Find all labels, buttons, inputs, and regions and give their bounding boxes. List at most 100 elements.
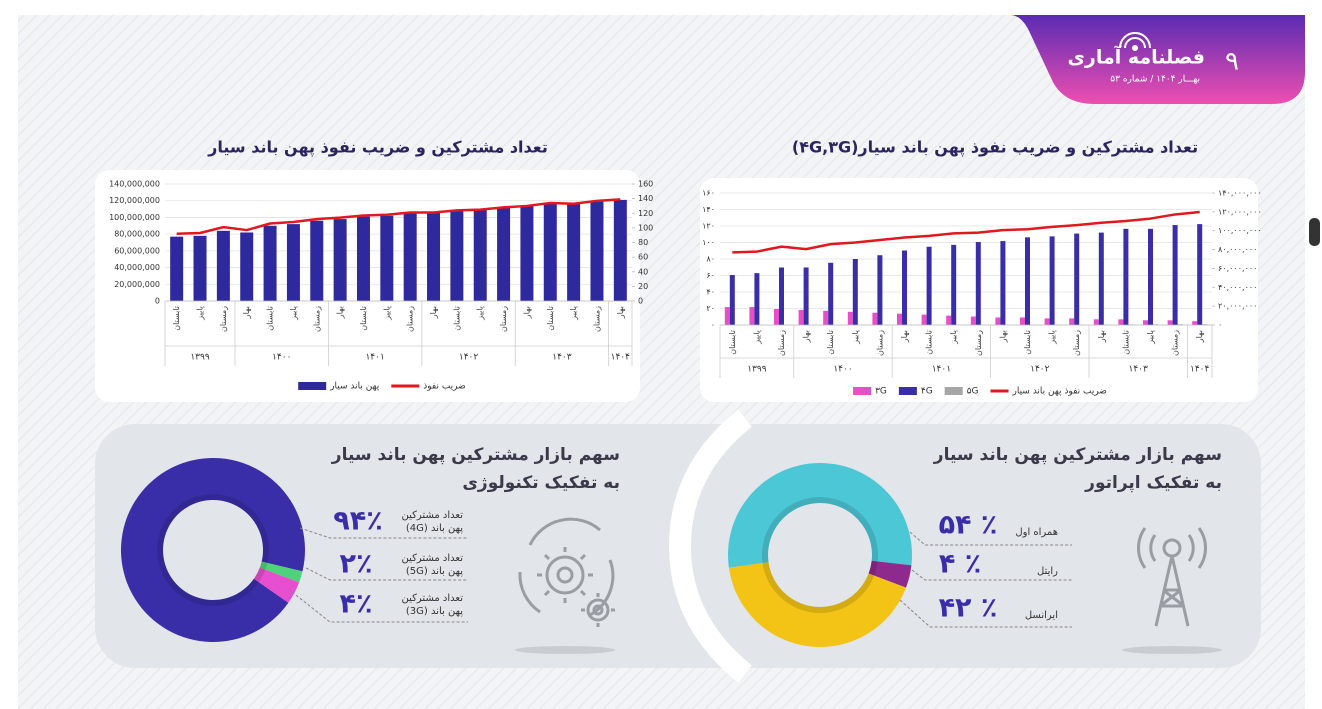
value-label: ۴ ٪ — [939, 549, 981, 580]
bar — [975, 242, 981, 325]
bar — [427, 212, 441, 301]
y-tick-label: 80,000,000 — [114, 230, 160, 239]
bar — [724, 307, 730, 325]
legend-label: ۵G — [967, 387, 979, 397]
x-tick-label: تابستان — [1121, 330, 1130, 355]
x-tick-label: پاییز — [1146, 330, 1155, 345]
x-tick-label: زمستان — [499, 306, 508, 332]
bar — [779, 267, 784, 325]
x-tick-label: پاییز — [196, 306, 205, 321]
y-tick-label: ۰ — [711, 321, 715, 330]
legend-swatch — [391, 384, 420, 388]
legend-label: ۳G — [875, 387, 887, 397]
page-number: ۹ — [1225, 47, 1239, 77]
bar — [240, 232, 254, 301]
leader-line — [911, 569, 1072, 581]
y-tick-label: 0 — [155, 297, 160, 306]
slice — [868, 560, 912, 588]
y-tick-label: 120,000,000 — [109, 196, 160, 205]
bar — [729, 275, 735, 325]
bar — [828, 262, 834, 325]
bar — [823, 310, 829, 325]
bar — [749, 307, 755, 325]
issue-info: بهـــار ۱۴۰۴ / شماره ۵۳ — [1110, 75, 1200, 85]
category-label: تعداد مشترکین — [402, 593, 464, 604]
x-tick-label: پاییز — [851, 330, 860, 345]
value-label: ۴۲ ٪ — [939, 593, 998, 624]
bar — [356, 216, 370, 301]
legend-label: ضریب نفوذ پهن باند سیار — [1012, 387, 1107, 397]
bar — [1123, 228, 1129, 325]
donut-shade — [762, 497, 878, 613]
group-label: ۱۴۰۳ — [1129, 365, 1149, 375]
legend: پهن باند سیار ضریب نفوذ — [298, 382, 466, 392]
leader-line — [305, 567, 468, 581]
group-label: ۱۴۰۴ — [611, 353, 631, 363]
bar — [1148, 228, 1153, 325]
y2-tick-label: ۰ — [1218, 321, 1222, 330]
x-tick-label: تابستان — [359, 306, 368, 331]
bar — [310, 220, 324, 301]
y2-tick-label: 0 — [638, 297, 643, 306]
bar — [1020, 317, 1025, 325]
line — [176, 198, 621, 235]
category-label: پهن باند (5G) — [406, 566, 463, 577]
y-tick-label: 40,000,000 — [114, 263, 160, 272]
bar — [520, 205, 534, 301]
bar — [1025, 237, 1030, 325]
y-tick-label: 100,000,000 — [109, 213, 160, 222]
legend: ۳G ۴G ۵G ضریب نفوذ پهن باند سیار — [853, 387, 1107, 397]
chart-title: سهم بازار مشترکین پهن باند سیار — [933, 445, 1222, 465]
chart-title: به تفکیک تکنولوژی — [462, 473, 620, 493]
y2-tick-label: ۱۲۰,۰۰۰,۰۰۰ — [1218, 207, 1262, 216]
bar — [897, 313, 902, 325]
y-tick-label: 140,000,000 — [109, 180, 160, 189]
bar — [613, 199, 627, 301]
bar — [1118, 319, 1124, 325]
bar — [473, 209, 487, 301]
x-tick-label: زمستان — [406, 306, 415, 332]
y-tick-label: ۱۰۰ — [702, 238, 715, 247]
bar — [951, 244, 957, 325]
bar — [450, 210, 464, 301]
group-label: ۱۴۰۲ — [459, 353, 479, 363]
y-tick-label: ۶۰ — [706, 271, 715, 280]
x-tick-label: تابستان — [1023, 330, 1032, 355]
bar — [543, 204, 557, 301]
y2-tick-label: ۸۰,۰۰۰,۰۰۰ — [1218, 245, 1257, 254]
x-tick-label: تابستان — [266, 306, 275, 331]
chart-title: تعداد مشترکین و ضریب نفوذ پهن باند سیار — [207, 138, 548, 158]
slice — [728, 463, 912, 568]
tower-icon — [1137, 527, 1207, 627]
y-tick-label: ۲۰ — [706, 304, 715, 313]
y2-tick-label: ۶۰,۰۰۰,۰۰۰ — [1218, 264, 1257, 273]
bar — [847, 311, 853, 325]
bar — [1192, 321, 1198, 325]
x-tick-label: زمستان — [777, 330, 786, 356]
category-label: همراه اول — [1015, 527, 1058, 538]
legend-swatch — [298, 382, 327, 390]
slice — [121, 458, 306, 642]
y2-tick-label: 60 — [638, 253, 648, 262]
x-tick-label: زمستان — [312, 306, 321, 332]
x-tick-label: پاییز — [289, 306, 298, 321]
legend-label: ضریب نفوذ — [423, 382, 466, 392]
bar — [877, 255, 883, 325]
legend-swatch — [853, 387, 872, 395]
group-label: ۱۴۰۲ — [1030, 365, 1050, 375]
group-label: ۱۴۰۰ — [833, 365, 852, 375]
bar — [774, 308, 779, 325]
slice — [259, 561, 303, 583]
bar — [263, 225, 277, 301]
leader-line — [291, 591, 468, 623]
category-label: تعداد مشترکین — [402, 510, 464, 521]
category-label: پهن باند (3G) — [406, 606, 463, 617]
y-tick-label: ۴۰ — [706, 288, 715, 297]
bar — [970, 316, 976, 325]
scrollbar[interactable] — [1309, 218, 1320, 246]
x-tick-label: تابستان — [925, 330, 934, 355]
bar — [921, 314, 927, 325]
x-tick-label: تابستان — [546, 306, 555, 331]
y2-tick-label: ۱۴۰,۰۰۰,۰۰۰ — [1218, 189, 1262, 198]
